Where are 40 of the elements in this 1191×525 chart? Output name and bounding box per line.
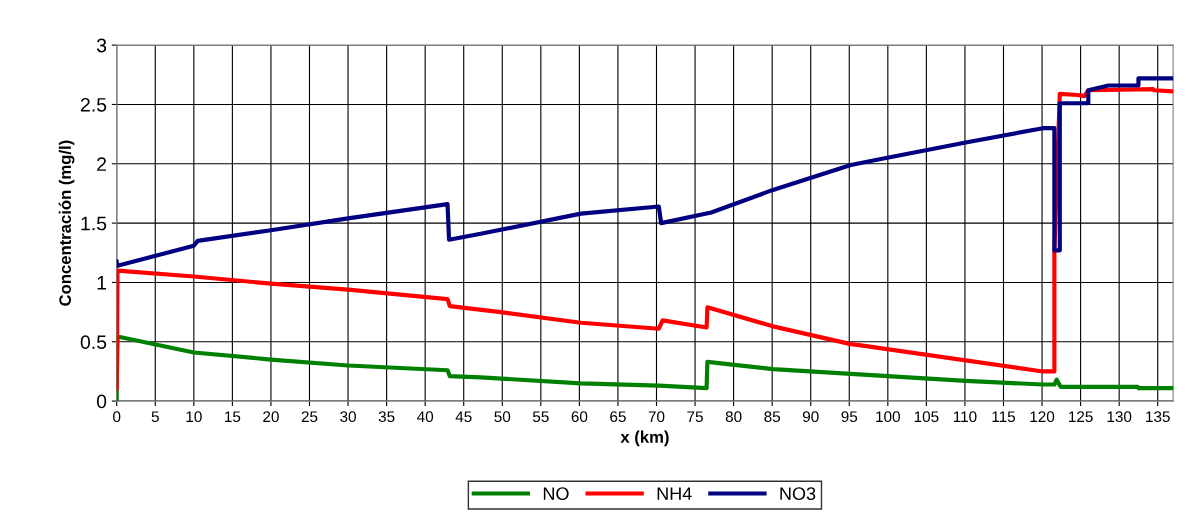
y-tick-label: 1.5 [81,216,107,231]
x-tick-label: 60 [571,411,588,423]
x-tick-label: 85 [764,411,781,423]
x-tick-label: 105 [914,411,939,423]
x-tick-label: 120 [1030,411,1055,423]
y-tick-label: 2.5 [80,97,107,112]
x-tick-label: 15 [225,411,241,423]
x-tick-label: 110 [953,411,977,423]
y-tick-label: 1 [97,276,107,290]
x-tick-label: 125 [1069,411,1093,423]
x-tick-label: 100 [876,411,900,423]
y-tick-label: 0.5 [80,335,107,350]
legend-label: NO [543,487,569,500]
x-tick-label: 50 [494,411,511,423]
x-tick-label: 45 [455,411,472,423]
x-tick-label: 55 [532,411,549,423]
x-tick-label: 20 [263,411,279,423]
legend-label: NH4 [657,487,692,500]
x-tick-label: 70 [648,411,665,423]
x-tick-label: 75 [687,411,703,423]
y-tick-label: 3 [96,38,107,53]
legend-label: NO3 [780,487,816,500]
x-tick-label: 10 [186,411,202,423]
x-tick-label: 130 [1107,411,1132,423]
x-axis-title: x (km) [620,430,669,447]
x-tick-label: 95 [841,411,858,423]
x-tick-label: 0 [113,411,121,423]
y-axis-title: Concentración (mg/l) [58,140,75,306]
x-tick-label: 30 [340,411,356,423]
x-tick-label: 25 [301,411,318,423]
x-tick-label: 40 [417,411,434,423]
x-tick-label: 90 [802,411,819,423]
x-tick-label: 35 [378,411,395,423]
y-tick-label: 0 [96,394,107,409]
x-tick-label: 5 [151,411,159,423]
x-tick-label: 65 [610,411,626,423]
x-tick-label: 135 [1146,411,1170,423]
y-tick-label: 2 [97,157,107,171]
x-tick-label: 115 [992,411,1016,423]
x-tick-label: 80 [725,411,742,423]
